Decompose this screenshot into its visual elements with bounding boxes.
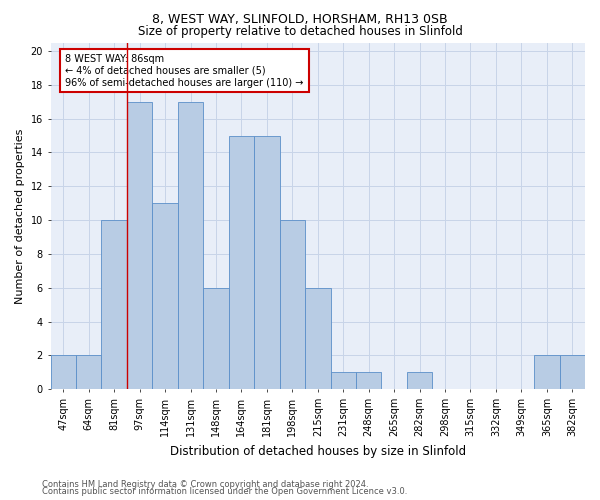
Bar bbox=[101, 220, 127, 389]
X-axis label: Distribution of detached houses by size in Slinfold: Distribution of detached houses by size … bbox=[170, 444, 466, 458]
Bar bbox=[229, 136, 254, 389]
Bar bbox=[331, 372, 356, 389]
Text: 8, WEST WAY, SLINFOLD, HORSHAM, RH13 0SB: 8, WEST WAY, SLINFOLD, HORSHAM, RH13 0SB bbox=[152, 12, 448, 26]
Bar bbox=[254, 136, 280, 389]
Bar bbox=[203, 288, 229, 389]
Text: Size of property relative to detached houses in Slinfold: Size of property relative to detached ho… bbox=[137, 25, 463, 38]
Text: Contains public sector information licensed under the Open Government Licence v3: Contains public sector information licen… bbox=[42, 487, 407, 496]
Bar bbox=[127, 102, 152, 389]
Bar bbox=[407, 372, 433, 389]
Bar bbox=[280, 220, 305, 389]
Bar bbox=[76, 356, 101, 389]
Text: 8 WEST WAY: 86sqm
← 4% of detached houses are smaller (5)
96% of semi-detached h: 8 WEST WAY: 86sqm ← 4% of detached house… bbox=[65, 54, 304, 88]
Bar bbox=[50, 356, 76, 389]
Bar bbox=[356, 372, 382, 389]
Text: Contains HM Land Registry data © Crown copyright and database right 2024.: Contains HM Land Registry data © Crown c… bbox=[42, 480, 368, 489]
Bar bbox=[178, 102, 203, 389]
Bar bbox=[534, 356, 560, 389]
Bar bbox=[560, 356, 585, 389]
Bar bbox=[152, 203, 178, 389]
Bar bbox=[305, 288, 331, 389]
Y-axis label: Number of detached properties: Number of detached properties bbox=[15, 128, 25, 304]
